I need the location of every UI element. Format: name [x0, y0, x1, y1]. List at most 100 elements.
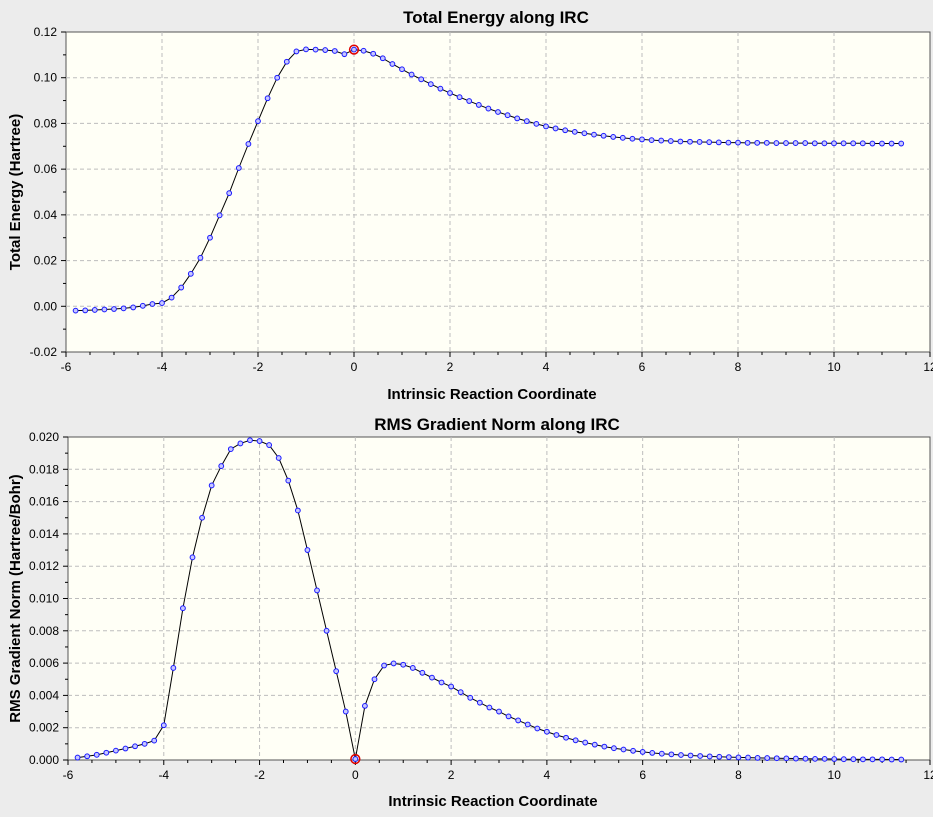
data-point[interactable] [678, 752, 684, 758]
data-point[interactable] [303, 46, 309, 53]
data-point[interactable] [687, 138, 693, 145]
data-point[interactable] [235, 165, 242, 171]
data-point[interactable] [821, 755, 828, 762]
data-point[interactable] [888, 756, 895, 763]
transition-state-marker[interactable] [348, 44, 360, 55]
data-point[interactable] [582, 739, 589, 746]
data-point[interactable] [207, 234, 213, 241]
data-point[interactable] [859, 140, 866, 147]
data-point[interactable] [151, 737, 158, 744]
data-point[interactable] [514, 115, 521, 122]
data-point[interactable] [275, 455, 282, 461]
data-point[interactable] [429, 674, 435, 681]
data-point[interactable] [91, 307, 98, 313]
data-point[interactable] [840, 140, 847, 147]
data-point[interactable] [821, 140, 828, 147]
data-point[interactable] [149, 301, 156, 307]
data-point[interactable] [245, 141, 252, 147]
data-point[interactable] [197, 254, 204, 261]
data-point[interactable] [735, 754, 742, 761]
data-point[interactable] [437, 85, 444, 92]
data-point[interactable] [571, 128, 578, 135]
data-point[interactable] [447, 90, 453, 96]
data-point[interactable] [84, 753, 91, 760]
data-point[interactable] [725, 139, 732, 146]
data-point[interactable] [132, 743, 138, 750]
data-point[interactable] [381, 662, 387, 669]
data-point[interactable] [553, 732, 560, 738]
data-point[interactable] [745, 754, 751, 761]
data-point[interactable] [754, 139, 761, 146]
data-point[interactable] [101, 306, 108, 313]
data-point[interactable] [639, 136, 645, 143]
data-point[interactable] [715, 139, 722, 146]
data-point[interactable] [869, 756, 876, 763]
data-point[interactable] [331, 48, 338, 54]
data-point[interactable] [898, 756, 905, 763]
data-point[interactable] [831, 140, 837, 147]
data-point[interactable] [572, 737, 579, 744]
data-point[interactable] [341, 51, 348, 58]
data-point[interactable] [658, 750, 665, 757]
data-point[interactable] [764, 755, 771, 761]
data-point[interactable] [562, 127, 569, 134]
data-point[interactable] [189, 554, 196, 561]
data-point[interactable] [130, 304, 137, 311]
data-point[interactable] [610, 134, 617, 140]
data-point[interactable] [860, 756, 866, 763]
data-point[interactable] [323, 627, 330, 634]
data-point[interactable] [620, 746, 627, 753]
data-point[interactable] [362, 702, 368, 709]
data-point[interactable] [677, 138, 684, 145]
data-point[interactable] [178, 284, 185, 291]
data-point[interactable] [754, 755, 761, 761]
data-point[interactable] [438, 679, 445, 686]
data-point[interactable] [476, 699, 483, 706]
data-point[interactable] [812, 755, 818, 762]
data-point[interactable] [735, 139, 741, 146]
data-point[interactable] [850, 756, 857, 763]
data-point[interactable] [274, 74, 281, 81]
data-point[interactable] [218, 463, 225, 469]
data-point[interactable] [141, 740, 148, 747]
data-point[interactable] [793, 755, 799, 762]
data-point[interactable] [658, 137, 665, 144]
data-point[interactable] [879, 756, 886, 763]
data-point[interactable] [139, 302, 146, 309]
data-point[interactable] [427, 81, 434, 88]
data-point[interactable] [773, 755, 780, 762]
data-point[interactable] [390, 660, 397, 667]
data-point[interactable] [208, 482, 215, 489]
data-point[interactable] [285, 477, 292, 484]
data-point[interactable] [322, 47, 329, 53]
data-point[interactable] [199, 514, 205, 521]
data-point[interactable] [389, 61, 396, 67]
data-point[interactable] [696, 139, 703, 145]
data-point[interactable] [72, 307, 79, 314]
data-point[interactable] [371, 676, 378, 683]
data-point[interactable] [706, 753, 713, 760]
data-point[interactable] [591, 131, 597, 138]
data-point[interactable] [342, 708, 349, 715]
data-point[interactable] [283, 58, 290, 65]
data-point[interactable] [888, 140, 895, 147]
data-point[interactable] [247, 437, 253, 444]
data-point[interactable] [352, 756, 359, 762]
data-point[interactable] [639, 749, 646, 755]
data-point[interactable] [811, 140, 818, 147]
data-point[interactable] [783, 755, 790, 762]
data-point[interactable] [504, 112, 511, 119]
data-point[interactable] [667, 138, 674, 144]
data-point[interactable] [456, 94, 463, 101]
data-point[interactable] [120, 305, 127, 312]
data-point[interactable] [448, 683, 455, 690]
data-point[interactable] [629, 135, 636, 142]
data-point[interactable] [293, 48, 300, 55]
data-point[interactable] [360, 47, 367, 54]
data-point[interactable] [611, 745, 617, 752]
data-point[interactable] [266, 442, 273, 448]
data-point[interactable] [523, 118, 530, 125]
data-point[interactable] [600, 132, 607, 139]
data-point[interactable] [687, 752, 694, 759]
data-point[interactable] [495, 109, 501, 115]
